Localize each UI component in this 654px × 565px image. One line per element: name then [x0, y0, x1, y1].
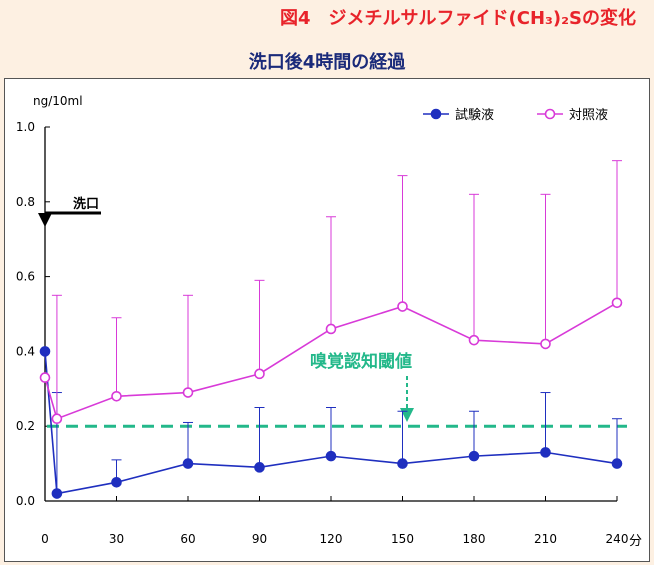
x-tick-label: 180	[463, 532, 486, 546]
data-point	[39, 346, 51, 357]
x-axis-unit: 分	[629, 534, 642, 549]
y-tick-label: 0.6	[16, 270, 35, 284]
y-tick-label: 0.8	[16, 195, 35, 209]
x-tick-label: 60	[180, 532, 195, 546]
data-point	[611, 297, 623, 309]
y-tick-label: 0.2	[16, 419, 35, 433]
data-point	[540, 338, 551, 350]
data-point	[111, 476, 122, 488]
data-point	[39, 372, 51, 383]
x-tick-label: 210	[534, 532, 557, 546]
data-point	[51, 413, 63, 425]
data-point	[468, 334, 480, 346]
data-point	[254, 462, 265, 473]
data-point	[468, 450, 480, 462]
x-tick-label: 150	[391, 532, 414, 546]
data-point	[325, 450, 337, 462]
threshold-label: 嗅覚認知閾値	[310, 351, 412, 372]
y-tick-label: 0.4	[16, 344, 35, 358]
chart-title: 洗口後4時間の経過	[248, 52, 406, 73]
data-point	[254, 368, 265, 380]
data-point	[325, 323, 337, 335]
data-point	[540, 447, 551, 458]
legend-label: 試験液	[455, 107, 494, 123]
series-line	[44, 351, 618, 495]
dms-line-chart: 0.0 0.2 0.4 0.6 0.8 1.0 0 30 60 90 120 150 180 210 240…	[16, 94, 642, 549]
data-point	[182, 387, 194, 398]
series-line	[44, 302, 618, 420]
x-tick-label: 30	[109, 532, 124, 546]
data-point	[611, 458, 623, 469]
y-tick-label: 0.0	[16, 494, 35, 508]
chart-panel: 0.0 0.2 0.4 0.6 0.8 1.0 0 30 60 90 120 150 180 210 240…	[4, 78, 650, 562]
legend-marker	[430, 108, 442, 120]
figure-title: 図4 ジメチルサルファイド(CH₃)₂Sの変化	[280, 8, 636, 29]
x-tick-label: 0	[41, 532, 49, 546]
x-tick-label: 90	[252, 532, 267, 546]
y-tick-label: 1.0	[16, 120, 35, 134]
data-point	[397, 301, 408, 312]
rinse-label: 洗口	[73, 196, 99, 212]
data-point	[397, 458, 408, 469]
data-point	[182, 458, 194, 469]
legend-label: 対照液	[569, 108, 608, 123]
data-point	[51, 488, 63, 499]
data-point	[111, 390, 122, 402]
legend-marker	[544, 108, 556, 120]
rinse-marker-triangle	[38, 213, 52, 228]
x-tick-label: 120	[320, 532, 343, 546]
y-axis-unit: ng/10ml	[33, 94, 83, 108]
x-tick-label: 240	[606, 532, 629, 546]
